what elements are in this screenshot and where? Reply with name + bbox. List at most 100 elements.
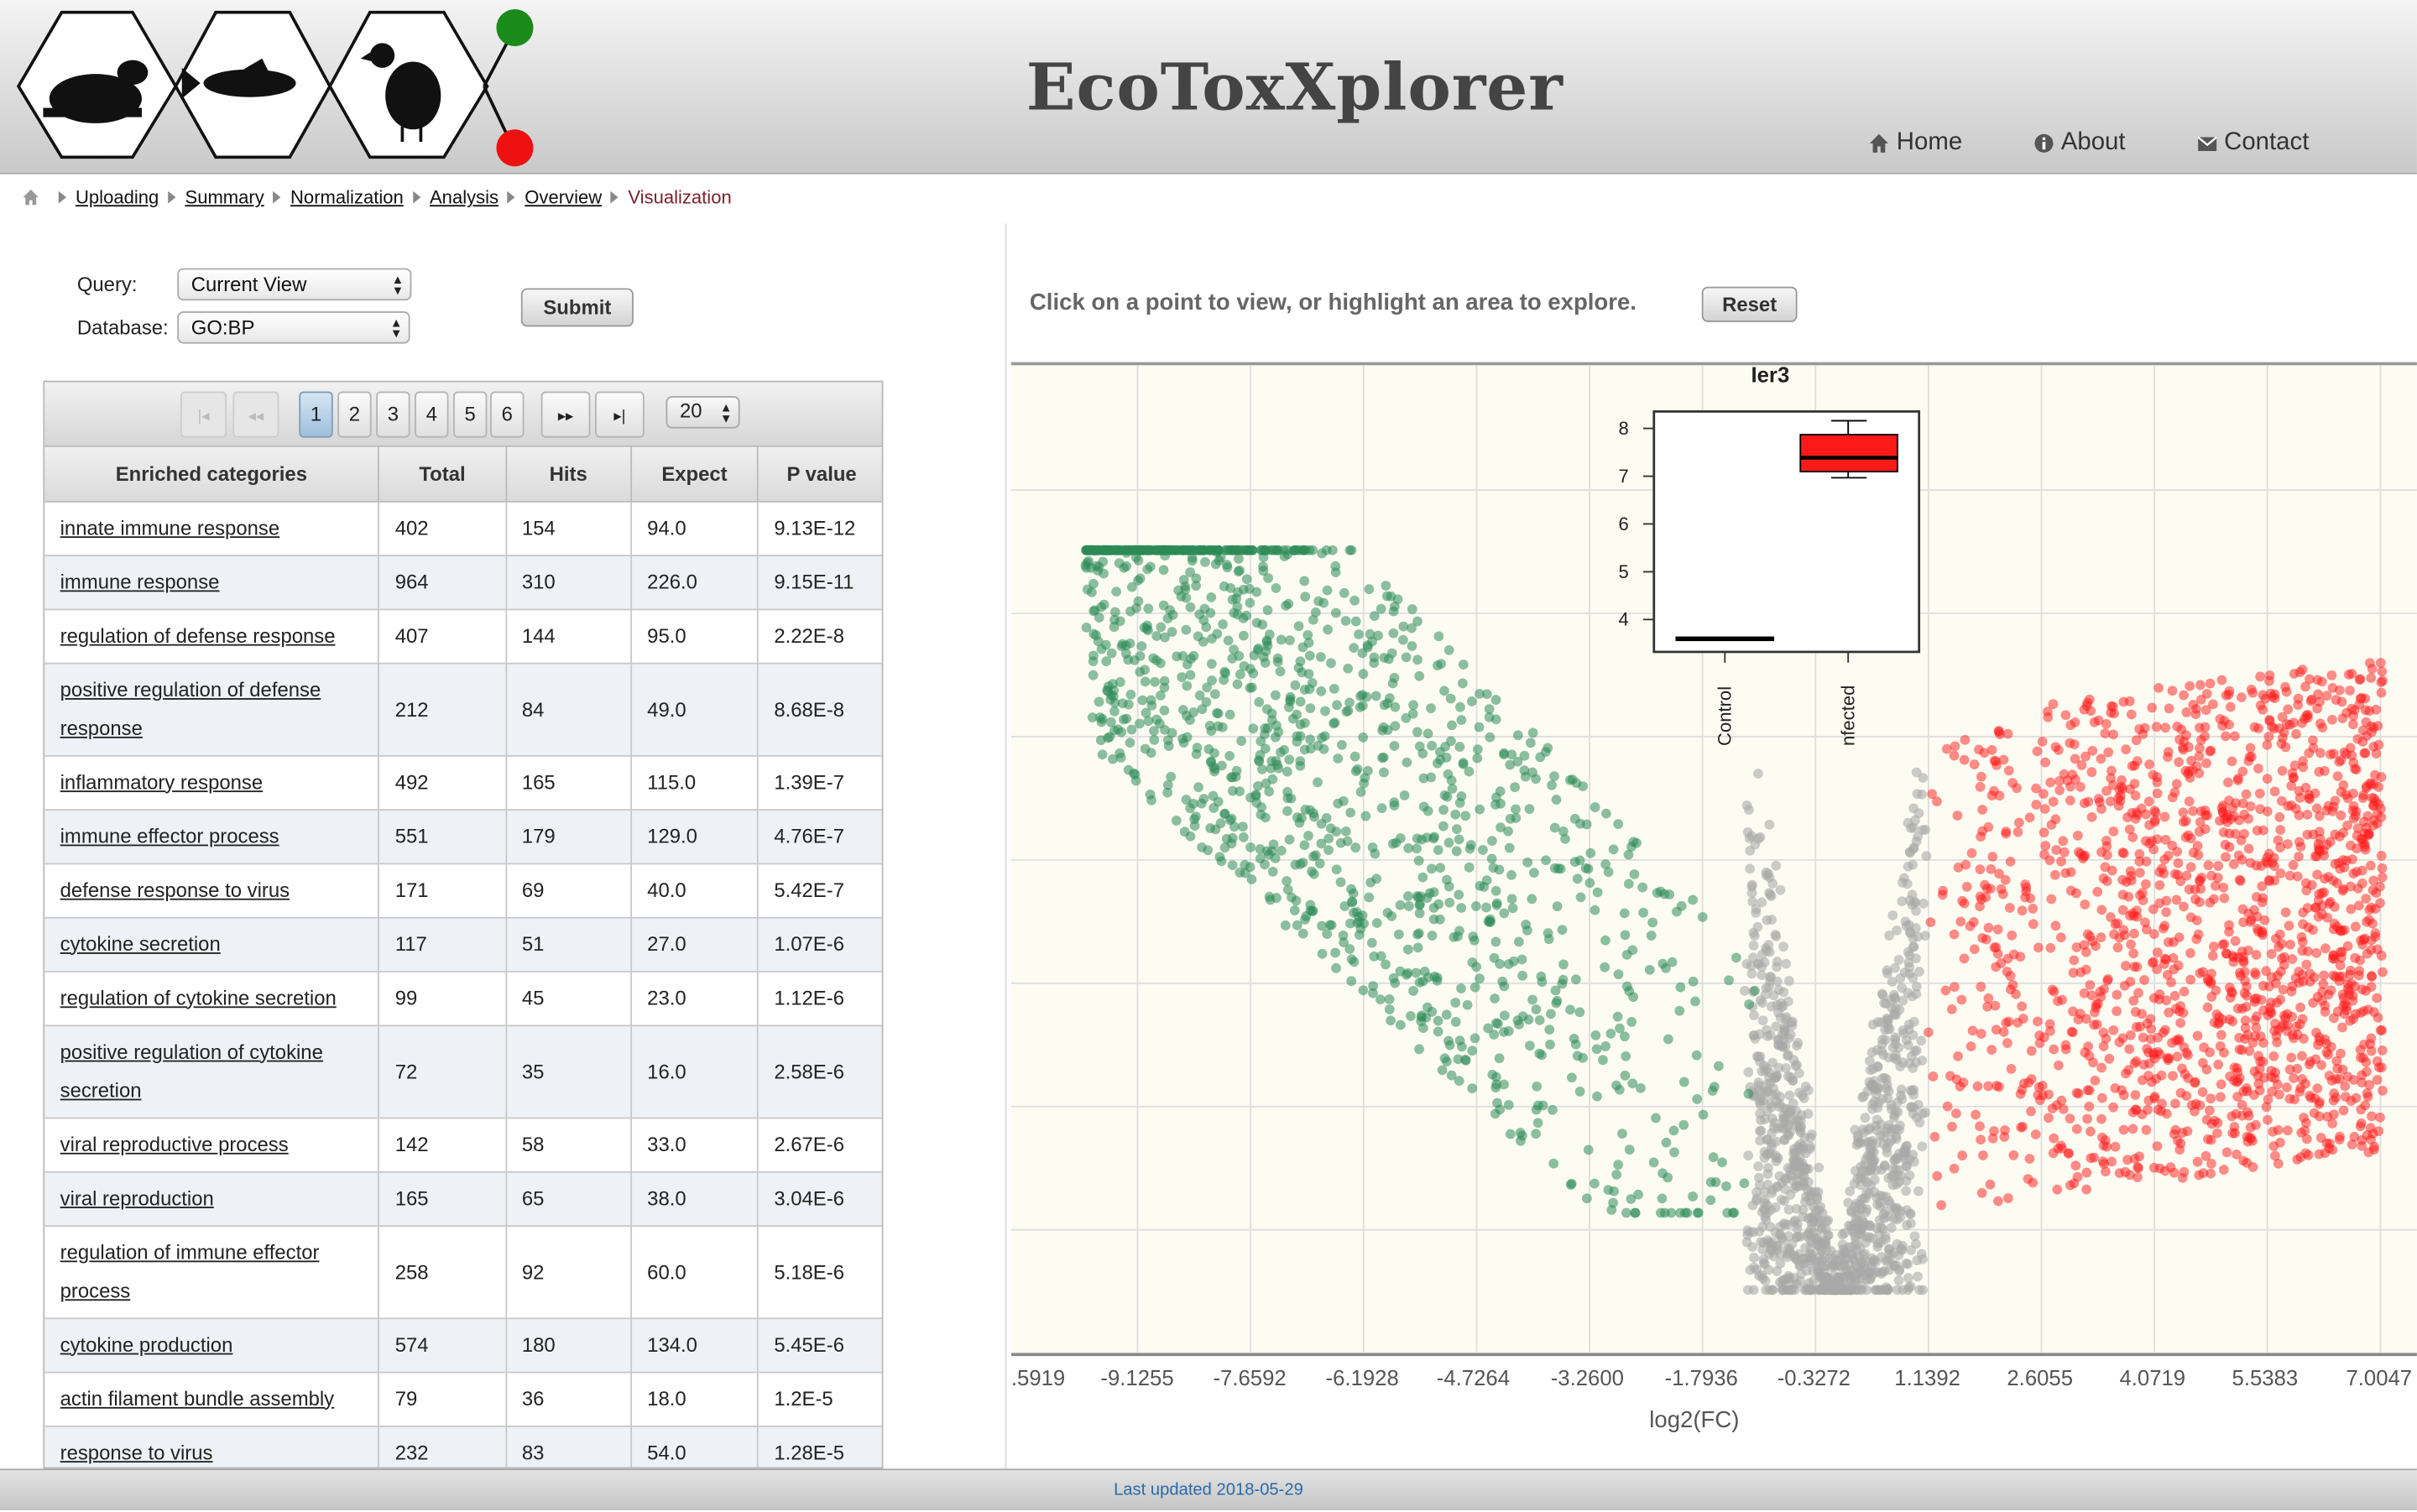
header: EcoToxXplorer Home About Contact [0, 0, 2417, 175]
category-link[interactable]: positive regulation of cytokine secretio… [60, 1039, 323, 1102]
page-button-3[interactable]: 3 [376, 391, 410, 438]
database-select[interactable]: GO:BP ▲ ▼ [177, 311, 410, 344]
category-link[interactable]: response to virus [60, 1440, 213, 1463]
category-link[interactable]: cytokine secretion [60, 931, 221, 955]
table-row: viral reproductive process 142 58 33.0 2.67E… [44, 1117, 882, 1172]
breadcrumb-normalization[interactable]: Normalization [290, 186, 404, 208]
nav-contact-label: Contact [2224, 129, 2310, 156]
hits-cell: 69 [505, 863, 632, 918]
category-link[interactable]: positive regulation of defense response [60, 677, 321, 739]
nav-home[interactable]: Home [1869, 129, 1962, 157]
pvalue-cell: 1.12E-6 [758, 971, 882, 1026]
query-select[interactable]: Current View ▲ ▼ [177, 268, 412, 301]
panel-divider [1005, 223, 1007, 1469]
pvalue-cell: 8.68E-8 [758, 662, 882, 756]
reset-button[interactable]: Reset [1701, 286, 1798, 322]
page-size-value: 20 [679, 399, 702, 423]
table-row: cytokine production 574 180 134.0 5.45E-6 [44, 1317, 882, 1373]
expect-cell: 134.0 [630, 1317, 759, 1373]
first-page-button[interactable]: |◂ [180, 391, 227, 438]
volcano-plot-canvas[interactable] [1010, 365, 2417, 1357]
breadcrumb-analysis[interactable]: Analysis [429, 186, 499, 208]
category-cell: inflammatory response [44, 754, 380, 811]
category-link[interactable]: regulation of cytokine secretion [60, 985, 337, 1009]
breadcrumb-separator [508, 190, 516, 204]
total-cell: 171 [378, 863, 507, 918]
category-cell: immune effector process [44, 809, 380, 864]
category-cell: positive regulation of cytokine secretio… [44, 1025, 380, 1118]
volcano-plot[interactable] [1010, 362, 2417, 1357]
nav-contact[interactable]: Contact [2196, 129, 2309, 157]
category-link[interactable]: regulation of immune effector process [60, 1239, 320, 1302]
pvalue-cell: 5.18E-6 [758, 1225, 882, 1319]
category-link[interactable]: viral reproductive process [60, 1132, 289, 1155]
home-icon [1870, 133, 1889, 153]
table-row: inflammatory response 492 165 115.0 1.39E-7 [44, 754, 882, 811]
x-axis-tick: -9.1255 [1100, 1365, 1174, 1390]
breadcrumb: Uploading Summary Normalization Analysis… [22, 186, 732, 208]
x-axis-tick: 4.0719 [2119, 1365, 2186, 1390]
breadcrumb-separator [168, 190, 176, 204]
hits-cell: 65 [505, 1170, 632, 1227]
category-link[interactable]: inflammatory response [60, 769, 264, 793]
fish-icon [181, 58, 296, 99]
prev-page-button[interactable]: ◂◂ [232, 391, 279, 438]
page-button-6[interactable]: 6 [490, 391, 525, 438]
pvalue-cell: 1.28E-5 [758, 1425, 882, 1468]
column-header-total[interactable]: Total [378, 446, 507, 502]
breadcrumb-overview[interactable]: Overview [525, 186, 603, 208]
category-cell: actin filament bundle assembly [44, 1371, 380, 1426]
next-page-button[interactable]: ▸▸ [540, 391, 591, 438]
category-link[interactable]: immune effector process [60, 823, 279, 847]
category-link[interactable]: innate immune response [60, 515, 280, 539]
hits-cell: 180 [505, 1317, 632, 1373]
page-size-select[interactable]: 20 ▲ ▼ [666, 396, 740, 429]
breadcrumb-uploading[interactable]: Uploading [75, 186, 159, 208]
column-header-hits[interactable]: Hits [505, 446, 632, 502]
total-cell: 551 [378, 809, 507, 864]
boxplot-ytick: 4 [1618, 608, 1629, 631]
page-button-5[interactable]: 5 [452, 391, 488, 438]
nav-about[interactable]: About [2033, 129, 2126, 157]
expect-cell: 226.0 [630, 555, 759, 610]
column-header-pvalue[interactable]: P value [758, 446, 882, 502]
frog-icon [43, 60, 149, 123]
breadcrumb-home-icon[interactable] [22, 188, 40, 206]
last-page-button[interactable]: ▸| [594, 391, 645, 438]
total-cell: 407 [378, 608, 507, 664]
database-label: Database: [76, 315, 169, 340]
expect-cell: 18.0 [630, 1371, 759, 1426]
page-button-1[interactable]: 1 [299, 391, 333, 438]
page-button-2[interactable]: 2 [337, 391, 372, 438]
table-row: immune response 964 310 226.0 9.15E-11 [44, 555, 882, 610]
pvalue-cell: 9.13E-12 [758, 500, 882, 556]
expect-cell: 38.0 [630, 1170, 759, 1227]
info-icon [2034, 133, 2054, 153]
hits-cell: 84 [505, 662, 632, 756]
pvalue-cell: 2.58E-6 [758, 1025, 882, 1118]
last-page-icon: ▸| [613, 408, 626, 425]
category-link[interactable]: actin filament bundle assembly [60, 1386, 335, 1410]
hits-cell: 35 [505, 1025, 632, 1118]
breadcrumb-summary[interactable]: Summary [185, 186, 264, 208]
category-link[interactable]: cytokine production [60, 1332, 233, 1356]
category-link[interactable]: defense response to virus [60, 878, 290, 901]
pvalue-cell: 1.39E-7 [758, 754, 882, 811]
x-axis-tick: -4.7264 [1436, 1365, 1511, 1390]
column-header-expect[interactable]: Expect [630, 446, 759, 502]
footer-text: Last updated 2018-05-29 [1114, 1481, 1303, 1500]
category-link[interactable]: regulation of defense response [60, 623, 336, 647]
category-link[interactable]: viral reproduction [60, 1186, 214, 1209]
submit-button[interactable]: Submit [520, 288, 634, 327]
pvalue-cell: 2.67E-6 [758, 1117, 882, 1172]
expect-cell: 16.0 [630, 1025, 759, 1118]
table-row: innate immune response 402 154 94.0 9.13E-12 [44, 500, 882, 556]
hits-cell: 58 [505, 1117, 632, 1172]
column-header-categories[interactable]: Enriched categories [44, 446, 380, 502]
hits-cell: 179 [505, 809, 632, 864]
page-button-4[interactable]: 4 [415, 391, 449, 438]
pagination-bar: |◂ ◂◂ 1 2 3 4 5 6 ▸▸ ▸| 20 ▲ ▼ [44, 382, 882, 447]
category-link[interactable]: immune response [60, 569, 220, 593]
expect-cell: 23.0 [630, 971, 759, 1026]
expect-cell: 94.0 [630, 500, 759, 556]
